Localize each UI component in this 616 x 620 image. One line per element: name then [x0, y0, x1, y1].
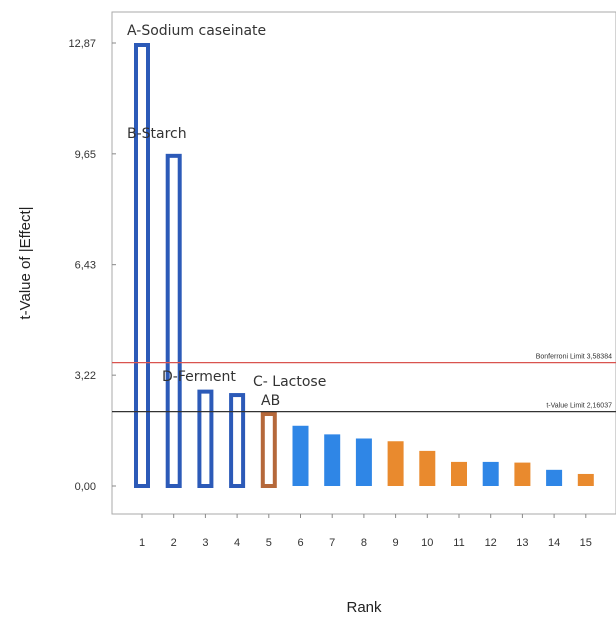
annotation-label: AB	[261, 393, 280, 409]
x-tick-label: 7	[329, 537, 335, 549]
reference-line-label: Bonferroni Limit 3,58384	[536, 354, 612, 361]
bar-5	[260, 411, 277, 489]
annotation-label: D-Ferment	[162, 369, 236, 385]
reference-line-label: t-Value Limit 2,16037	[546, 403, 612, 410]
x-axis-ticks: 1 2 3 4 5 6 7 8 9 10 11 12 13 14 15	[139, 514, 592, 549]
x-tick-label: 9	[393, 537, 399, 549]
bar-4	[229, 393, 246, 488]
y-axis-title: t-Value of |Effect|	[17, 206, 34, 319]
x-tick-label: 14	[548, 537, 560, 549]
bar-9	[387, 441, 404, 486]
bar-15	[577, 473, 594, 486]
bar-2	[165, 153, 182, 488]
y-tick-label: 0,00	[75, 481, 96, 493]
x-tick-label: 15	[580, 537, 592, 549]
bar-1	[134, 43, 150, 488]
bar-12	[482, 461, 499, 486]
y-tick-label: 3,22	[75, 370, 96, 382]
x-tick-label: 1	[139, 537, 145, 549]
bar-6	[292, 425, 309, 486]
x-axis-title: Rank	[346, 599, 382, 616]
bar-14	[546, 469, 563, 486]
x-tick-label: 6	[297, 537, 303, 549]
bar-3	[197, 389, 214, 488]
x-tick-label: 2	[171, 537, 177, 549]
x-tick-label: 10	[421, 537, 433, 549]
bar-8	[355, 438, 372, 486]
plot-frame	[111, 11, 616, 515]
y-tick-label: 12,87	[68, 38, 96, 50]
y-tick-label: 9,65	[75, 149, 96, 161]
bars	[134, 43, 594, 489]
x-tick-label: 3	[202, 537, 208, 549]
annotation-label: A-Sodium caseinate	[127, 23, 266, 39]
x-tick-label: 8	[361, 537, 367, 549]
x-tick-label: 5	[266, 537, 272, 549]
x-tick-label: 11	[453, 537, 464, 549]
bar-7	[324, 434, 341, 486]
x-tick-label: 4	[234, 537, 240, 549]
y-tick-label: 6,43	[75, 260, 96, 272]
annotation-label: C- Lactose	[253, 374, 326, 390]
bar-11	[451, 461, 467, 486]
annotation-label: B-Starch	[127, 126, 187, 142]
bar-annotations: A-Sodium caseinate B-Starch D-Ferment C- La…	[127, 23, 326, 409]
bar-13	[514, 462, 531, 486]
reference-lines: Bonferroni Limit 3,58384 t-Value Limit 2,…	[112, 354, 616, 413]
x-tick-label: 12	[485, 537, 497, 549]
x-tick-label: 13	[516, 537, 528, 549]
bar-10	[419, 450, 436, 486]
y-axis-ticks: 0,00 3,22 6,43 9,65 12,87	[68, 38, 116, 493]
